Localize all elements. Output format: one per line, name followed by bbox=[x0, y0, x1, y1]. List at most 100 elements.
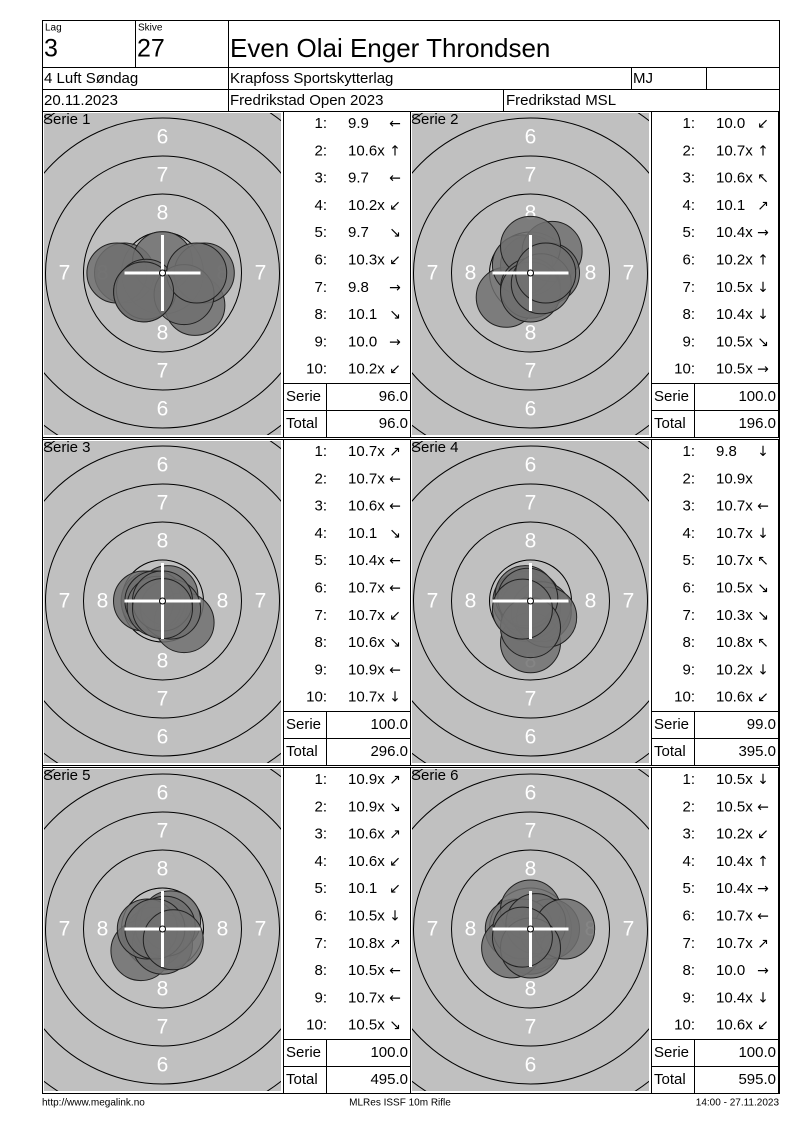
shot-score: 10.5x bbox=[716, 333, 753, 350]
total-label: Total bbox=[654, 1071, 686, 1088]
ring bbox=[83, 849, 242, 1009]
ring-label: 8 bbox=[157, 530, 169, 553]
aim-center bbox=[159, 269, 166, 277]
shot-number: 6: bbox=[682, 907, 695, 924]
ring-label: 6 bbox=[157, 398, 169, 421]
ring-label: 7 bbox=[255, 918, 267, 941]
shot-score: 10.5x bbox=[716, 279, 753, 296]
ring bbox=[451, 521, 610, 681]
ring-label: 8 bbox=[525, 202, 537, 225]
shot-number: 6: bbox=[682, 579, 695, 596]
shot-number: 10: bbox=[674, 1017, 695, 1034]
ring-label: 7 bbox=[255, 590, 267, 613]
ring-label: 6 bbox=[293, 918, 305, 941]
shot-direction: ↙ bbox=[389, 854, 401, 870]
shot-number: 10: bbox=[674, 361, 695, 378]
shot-score: 10.2x bbox=[716, 661, 753, 678]
series-title: Serie 6 bbox=[411, 767, 459, 784]
shot-hole bbox=[142, 909, 204, 971]
class: 4 Luft Søndag bbox=[44, 70, 138, 87]
ring-label: 6 bbox=[661, 262, 673, 285]
ring-label: 6 bbox=[525, 398, 537, 421]
aim-center bbox=[159, 597, 166, 605]
serie-label: Serie bbox=[654, 716, 689, 733]
shot-number: 4: bbox=[314, 525, 327, 542]
shot-score: 10.1 bbox=[348, 880, 377, 897]
shot-hole bbox=[491, 906, 553, 968]
shot-number: 2: bbox=[682, 470, 695, 487]
shot-number: 6: bbox=[314, 579, 327, 596]
shot-score: 10.7x bbox=[716, 142, 753, 159]
total-score: 495.0 bbox=[370, 1071, 408, 1088]
shot-direction: ↘ bbox=[389, 225, 401, 241]
shot-direction: ↓ bbox=[757, 772, 769, 788]
ring bbox=[413, 483, 648, 719]
total-score: 395.0 bbox=[738, 743, 776, 760]
series-title: Serie 3 bbox=[43, 439, 91, 456]
shot-number: 7: bbox=[682, 607, 695, 624]
shot-number: 1: bbox=[314, 771, 327, 788]
shot-direction: ↘ bbox=[757, 581, 769, 597]
shot-score: 10.8x bbox=[716, 634, 753, 651]
ring bbox=[412, 117, 649, 429]
shot-score: 10.0 bbox=[348, 333, 377, 350]
shot-direction: ← bbox=[389, 662, 401, 678]
ring bbox=[45, 155, 280, 391]
shot-score: 10.6x bbox=[348, 142, 385, 159]
shot-number: 10: bbox=[306, 1017, 327, 1034]
code: MJ bbox=[633, 70, 653, 87]
shot-direction: ↘ bbox=[389, 1018, 401, 1034]
ring-label: 6 bbox=[21, 262, 33, 285]
ring-label: 7 bbox=[525, 820, 537, 843]
shot-number: 4: bbox=[682, 853, 695, 870]
shot-score: 9.7 bbox=[348, 170, 369, 187]
footer-url: http://www.megalink.no bbox=[42, 1098, 145, 1109]
shot-score: 10.3x bbox=[348, 251, 385, 268]
ring-label: 7 bbox=[427, 590, 439, 613]
shot-score: 10.1 bbox=[348, 306, 377, 323]
shot-direction: ↑ bbox=[757, 854, 769, 870]
shot-score: 10.7x bbox=[348, 607, 385, 624]
shot-direction: ↗ bbox=[757, 198, 769, 214]
aim-center bbox=[159, 925, 166, 933]
shot-score: 10.6x bbox=[348, 826, 385, 843]
ring-label: 8 bbox=[157, 978, 169, 1001]
ring-label: 7 bbox=[157, 360, 169, 383]
shot-score: 10.3x bbox=[716, 607, 753, 624]
shot-number: 7: bbox=[682, 279, 695, 296]
shot-score: 10.7x bbox=[716, 525, 753, 542]
ring-label: 6 bbox=[525, 782, 537, 805]
ring-label: 8 bbox=[525, 858, 537, 881]
shot-score: 10.2x bbox=[716, 826, 753, 843]
shot-score: 10.2x bbox=[716, 251, 753, 268]
shot-direction: ← bbox=[389, 171, 401, 187]
shot-number: 2: bbox=[314, 142, 327, 159]
shot-number: 1: bbox=[314, 443, 327, 460]
shot-direction: ↙ bbox=[757, 1018, 769, 1034]
shot-score: 10.4x bbox=[716, 853, 753, 870]
shot-number: 2: bbox=[682, 798, 695, 815]
ring-label: 7 bbox=[157, 164, 169, 187]
ring-label: 7 bbox=[525, 1016, 537, 1039]
shot-number: 5: bbox=[314, 552, 327, 569]
shot-score: 10.6x bbox=[348, 498, 385, 515]
serie-score: 100.0 bbox=[738, 388, 776, 405]
shot-score: 9.9 bbox=[348, 115, 369, 132]
shot-score: 10.5x bbox=[348, 962, 385, 979]
venue: Fredrikstad MSL bbox=[506, 92, 616, 109]
shot-number: 2: bbox=[314, 470, 327, 487]
ring-label: 6 bbox=[525, 126, 537, 149]
ring bbox=[83, 193, 242, 353]
shot-number: 8: bbox=[314, 634, 327, 651]
shot-score: 10.0 bbox=[716, 115, 745, 132]
shot-score: 10.4x bbox=[716, 224, 753, 241]
shot-direction: → bbox=[757, 362, 769, 378]
competition: Fredrikstad Open 2023 bbox=[230, 92, 383, 109]
ring-label: 6 bbox=[661, 590, 673, 613]
total-label: Total bbox=[654, 415, 686, 432]
ring-label: 6 bbox=[157, 126, 169, 149]
ring-label: 7 bbox=[59, 590, 71, 613]
shot-number: 8: bbox=[682, 306, 695, 323]
shot-direction: ↖ bbox=[757, 635, 769, 651]
